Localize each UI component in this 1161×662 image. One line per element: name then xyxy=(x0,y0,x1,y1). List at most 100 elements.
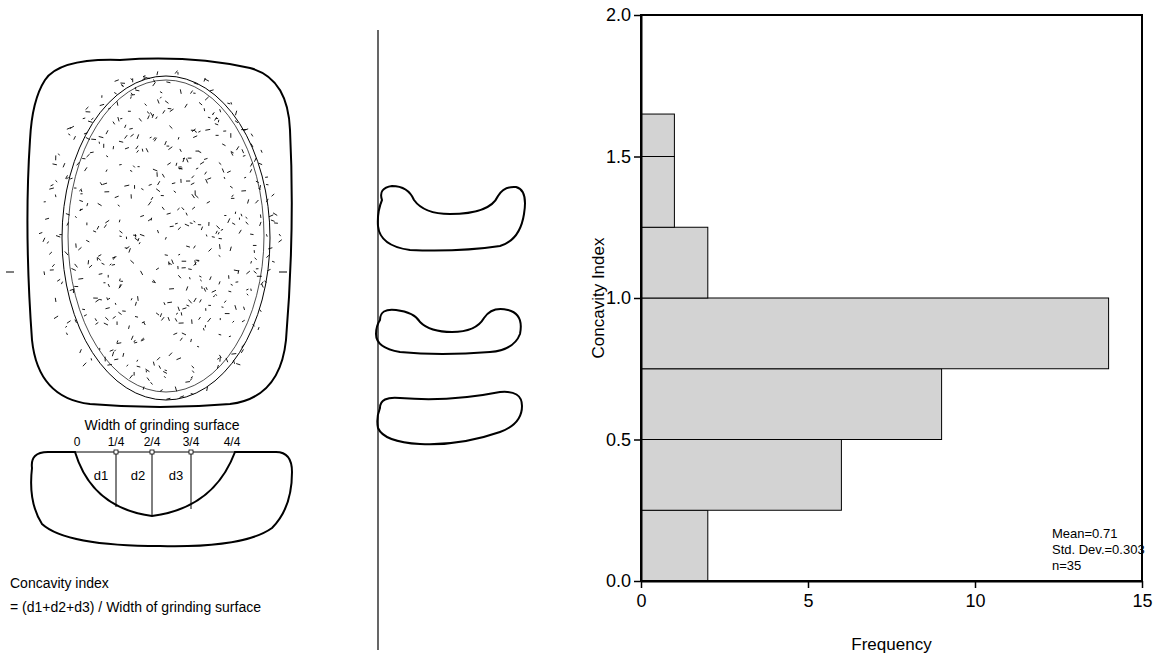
speckle xyxy=(79,209,82,210)
speckle xyxy=(77,162,80,165)
section-tick-label: 4/4 xyxy=(224,435,241,449)
speckle xyxy=(152,114,153,118)
y-tick-mark xyxy=(634,581,641,583)
speckle xyxy=(165,369,167,371)
bar xyxy=(641,227,708,298)
speckle xyxy=(186,213,187,216)
speckle xyxy=(134,342,137,344)
speckle xyxy=(122,84,124,86)
speckle xyxy=(125,148,129,149)
speckle xyxy=(151,197,153,200)
y-tick-label: 0.5 xyxy=(606,430,631,450)
speckle xyxy=(180,89,182,93)
x-tick: 15 xyxy=(1132,581,1152,611)
x-tick: 0 xyxy=(636,581,646,611)
bar xyxy=(641,369,942,440)
speckle xyxy=(175,318,177,321)
speckle xyxy=(87,154,90,157)
speckle xyxy=(100,104,104,105)
speckle xyxy=(175,223,178,225)
speckle xyxy=(261,150,262,153)
speckle xyxy=(153,82,156,86)
speckle xyxy=(195,195,198,198)
speckle xyxy=(266,184,268,185)
cross-section xyxy=(31,452,292,546)
speckle xyxy=(170,226,174,228)
speckle xyxy=(162,207,164,210)
speckle xyxy=(175,71,177,74)
speckle xyxy=(126,247,129,249)
speckle xyxy=(131,194,132,198)
speckle xyxy=(130,375,133,379)
speckle xyxy=(242,320,245,322)
speckle xyxy=(115,80,119,82)
speckle xyxy=(180,338,182,341)
speckle xyxy=(208,305,211,306)
speckle xyxy=(205,308,206,311)
speckle xyxy=(99,299,102,301)
speckle xyxy=(80,209,81,211)
speckle xyxy=(199,151,202,152)
speckle xyxy=(236,364,240,365)
y-tick-label: 1.0 xyxy=(606,288,631,308)
speckle xyxy=(173,333,177,335)
section-marker xyxy=(6,272,14,273)
speckle xyxy=(218,232,220,234)
speckle xyxy=(192,366,194,368)
profile xyxy=(377,392,522,444)
speckle xyxy=(216,231,217,234)
speckle xyxy=(215,117,217,120)
speckle xyxy=(204,108,205,111)
speckle xyxy=(45,218,49,219)
speckle xyxy=(250,163,252,167)
speckle xyxy=(147,112,150,114)
speckle xyxy=(122,353,124,357)
speckle xyxy=(115,303,117,305)
speckle xyxy=(228,275,229,279)
speckle xyxy=(158,181,160,185)
speckle xyxy=(191,319,192,323)
speckle xyxy=(119,236,121,237)
speckle xyxy=(264,281,266,282)
speckle xyxy=(97,257,100,260)
speckle xyxy=(279,234,281,236)
annotation: Mean=0.71 xyxy=(1052,526,1117,541)
speckle xyxy=(49,252,52,254)
speckle xyxy=(165,254,168,256)
speckle xyxy=(204,78,205,82)
y-tick-mark xyxy=(634,15,641,17)
speckle xyxy=(215,294,216,296)
speckle xyxy=(55,298,57,302)
speckle xyxy=(198,224,201,225)
speckle xyxy=(59,234,62,235)
speckle xyxy=(126,237,127,239)
speckle xyxy=(253,245,257,246)
speckle xyxy=(113,122,115,125)
speckle xyxy=(256,268,259,269)
speckle xyxy=(195,190,196,195)
speckle xyxy=(177,358,181,360)
speckle xyxy=(115,196,119,198)
speckle xyxy=(99,273,103,275)
speckle xyxy=(195,151,199,152)
speckle xyxy=(139,118,141,121)
speckle xyxy=(166,398,170,400)
speckle xyxy=(132,78,133,82)
speckle xyxy=(189,300,192,304)
x-tick: 5 xyxy=(803,581,813,611)
speckle xyxy=(74,188,76,189)
speckle xyxy=(170,109,174,112)
speckle xyxy=(86,240,89,242)
speckle xyxy=(163,371,167,373)
speckle xyxy=(266,234,268,236)
speckle xyxy=(55,180,57,182)
speckle xyxy=(255,258,257,260)
speckle xyxy=(200,280,202,281)
speckle xyxy=(105,357,106,362)
speckle xyxy=(232,195,234,197)
speckle xyxy=(165,141,167,145)
x-tick-mark xyxy=(808,581,810,588)
speckle xyxy=(188,268,191,270)
speckle xyxy=(91,358,93,360)
speckle xyxy=(104,323,108,325)
